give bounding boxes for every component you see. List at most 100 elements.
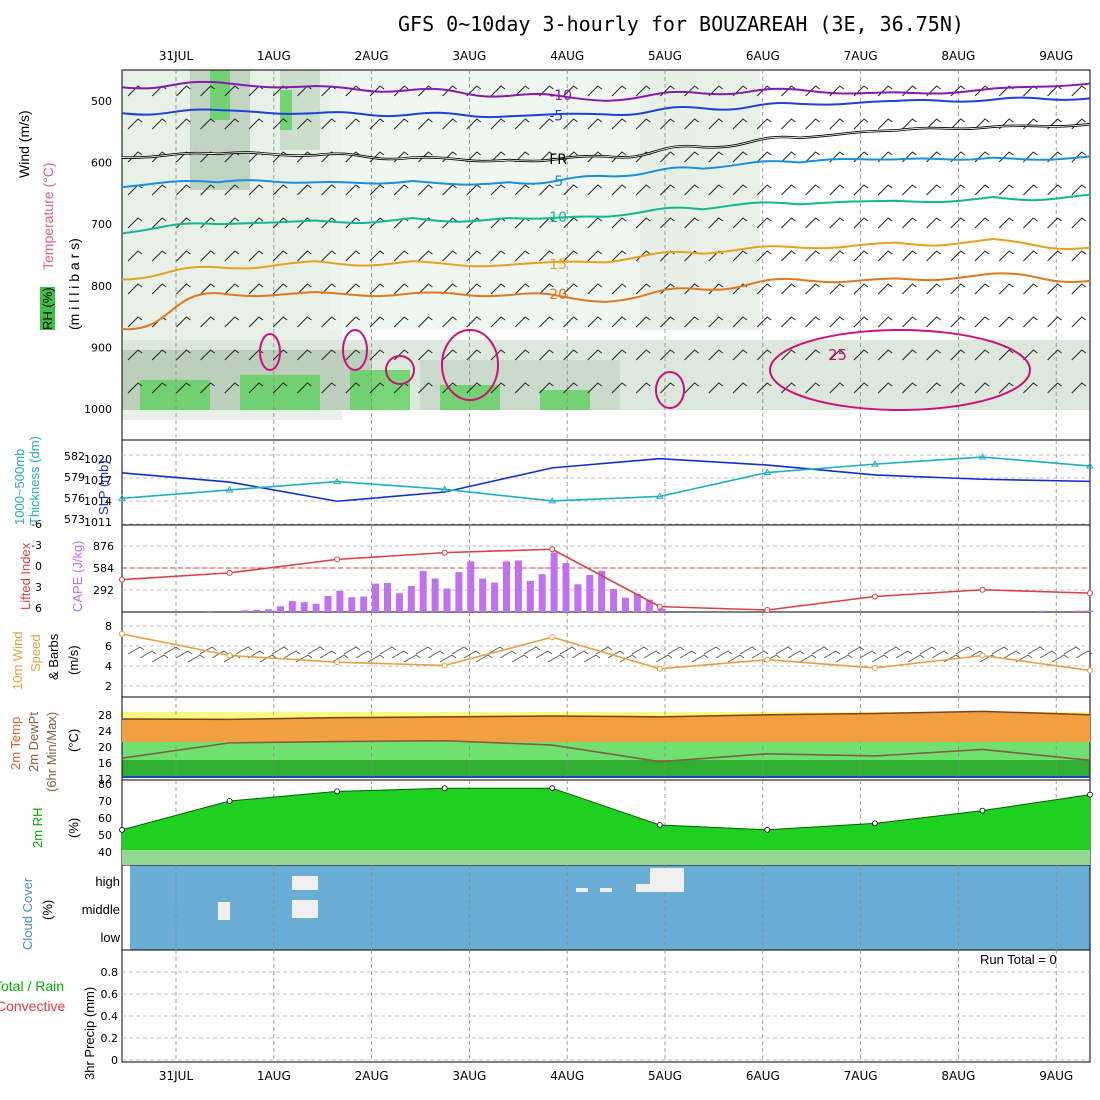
wind-barb	[974, 217, 990, 229]
rh-marker	[979, 807, 986, 814]
wind-barb	[660, 151, 675, 163]
wind-barb	[176, 283, 191, 295]
thickness-line-marker	[978, 453, 987, 460]
wind-barb	[127, 118, 143, 130]
wind-barb	[926, 217, 941, 229]
wind-barb	[563, 118, 578, 130]
wind10-barb	[679, 650, 697, 659]
wind-barb	[829, 283, 845, 295]
wind-barb	[151, 283, 167, 295]
wind-barb	[272, 184, 288, 196]
wind10-barb	[739, 646, 757, 655]
wind-barb	[563, 184, 578, 196]
cape-bar	[491, 582, 499, 612]
temperature-contour	[121, 193, 1091, 235]
wind-barb	[829, 118, 845, 130]
wind-barb	[200, 217, 215, 229]
wind10-barb	[643, 650, 661, 659]
wind-barb	[853, 118, 869, 130]
wind-barb	[611, 217, 627, 229]
wind-barb	[587, 118, 603, 130]
cape-bar	[503, 561, 510, 612]
wind-barb	[248, 316, 264, 328]
wind-barb	[248, 349, 264, 361]
wind10-barb	[895, 650, 913, 659]
wind-barb	[781, 349, 796, 361]
wind-barb	[950, 316, 966, 328]
wind-barb	[684, 382, 699, 394]
thickness-tick-label: 582	[64, 450, 85, 463]
wind-barb	[369, 85, 385, 97]
cape-bar	[562, 562, 570, 612]
wind-tick-label: 2	[105, 680, 112, 693]
li-line-marker	[656, 603, 663, 610]
thickness-tick-label: 579	[64, 471, 85, 484]
wind10-barb	[187, 654, 205, 663]
wind-barb	[514, 118, 530, 130]
wind10-barb	[139, 650, 157, 659]
li-tick-label: 6	[35, 602, 42, 615]
wind10-speed-label: Speed	[28, 634, 43, 672]
date-label-bottom: 4AUG	[550, 1069, 584, 1083]
wind-barb	[418, 382, 433, 394]
wind-barb	[418, 250, 433, 262]
wind-barb	[466, 382, 482, 394]
date-label-bottom: 6AUG	[746, 1069, 780, 1083]
wind10-barb	[343, 646, 361, 655]
wind10-barb	[835, 654, 853, 663]
wind-barb	[974, 118, 990, 130]
wind-barb	[926, 118, 941, 130]
wind-barb	[660, 118, 675, 130]
wind-barb	[248, 217, 264, 229]
wind-barb	[1023, 316, 1038, 328]
wind-barb	[781, 184, 796, 196]
wind-barb	[998, 283, 1014, 295]
wind-barb	[926, 316, 941, 328]
wind-barb	[321, 382, 336, 394]
wind-barb	[272, 250, 288, 262]
wind-barb	[466, 151, 482, 163]
cape-bar	[467, 561, 475, 612]
rh-marker	[871, 820, 878, 827]
wind-barb	[393, 118, 409, 130]
wind-barb	[877, 250, 893, 262]
wind-barb	[200, 349, 215, 361]
wind-barb	[829, 382, 845, 394]
date-label-top: 31JUL	[159, 49, 194, 63]
wind-barb	[297, 316, 312, 328]
thickness-label: Thickness (dm)	[27, 436, 42, 525]
wind-barb	[998, 250, 1014, 262]
cloud-block	[600, 888, 612, 892]
wind10-barb	[1003, 650, 1021, 659]
wind-barb	[1071, 283, 1087, 295]
wind-barb	[200, 283, 215, 295]
contour-label: 20	[549, 287, 567, 303]
thickness-line-marker	[871, 460, 879, 467]
wind-barb	[732, 184, 748, 196]
li-line-marker	[226, 569, 233, 576]
precip-tick-label: 0.4	[101, 1010, 119, 1023]
thickness-line-marker	[118, 494, 126, 501]
cape-bar	[407, 585, 415, 612]
wind-barb	[539, 382, 554, 394]
wind-barb	[684, 283, 699, 295]
wind-barb	[902, 316, 917, 328]
rh-marker	[656, 822, 663, 828]
rh-band-light	[122, 850, 1090, 865]
thickness-line-marker	[333, 477, 341, 485]
wind-barb	[902, 349, 917, 361]
wind-barb	[974, 85, 990, 97]
wind-barb	[1023, 382, 1038, 394]
wind10-barb	[775, 646, 793, 655]
slp-line	[121, 457, 1091, 503]
cape-bar	[1086, 610, 1094, 612]
wind10-barb	[247, 650, 265, 659]
wind-barb	[539, 349, 554, 361]
wind10-barb	[871, 654, 889, 663]
wind-barb	[950, 118, 966, 130]
wind10-barb	[499, 650, 517, 659]
wind10-barb	[271, 646, 289, 655]
wind-barb	[660, 382, 675, 394]
rh-tick-label: 50	[98, 829, 112, 842]
wind10-barb	[847, 646, 865, 655]
